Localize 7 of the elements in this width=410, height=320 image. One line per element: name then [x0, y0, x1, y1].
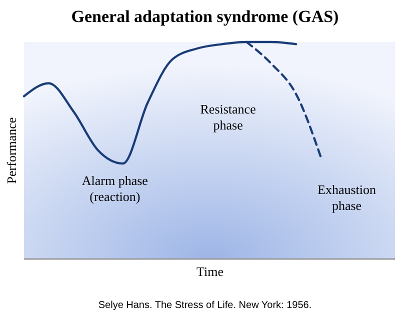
annotation: Resistance phase — [200, 102, 256, 133]
x-axis-title: Time — [196, 264, 224, 279]
annotation: Alarm phase (reaction) — [82, 173, 148, 204]
chart-title: General adaptation syndrome (GAS) — [71, 7, 339, 26]
text: Selye Hans. The Stress of Life. New York: 1956. — [98, 300, 312, 311]
annotation: Exhaustion phase — [318, 182, 377, 213]
y-axis-title: Performance — [4, 117, 19, 184]
